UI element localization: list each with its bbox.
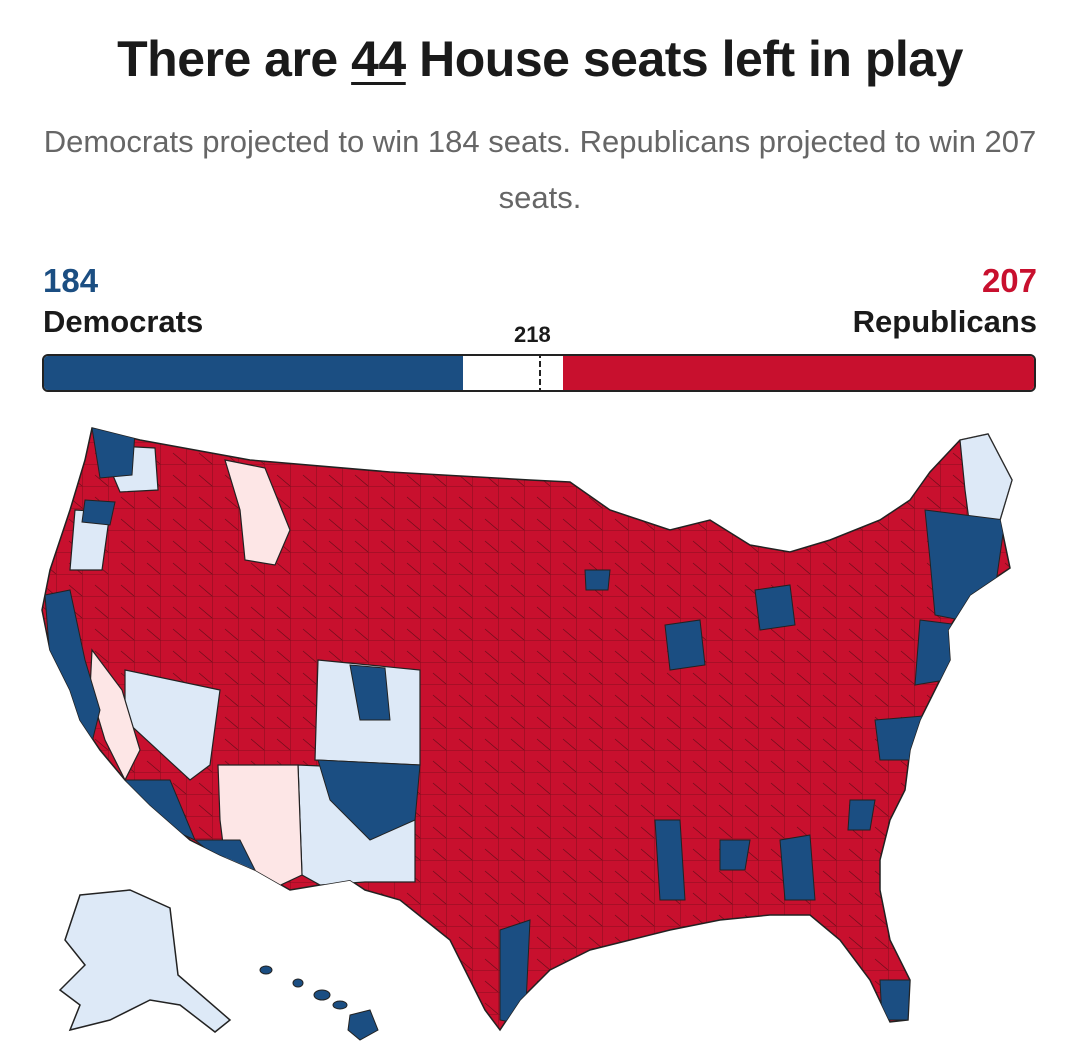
republican-label: Republicans <box>852 304 1037 339</box>
title-suffix: House seats left in play <box>405 31 963 87</box>
majority-threshold-label: 218 <box>514 322 551 347</box>
south-carolina-districts <box>847 799 876 831</box>
colorado-new-mexico-districts <box>317 759 421 841</box>
watermark-text: 萧参客 <box>978 999 1050 1026</box>
hawaii-island-4 <box>332 1000 348 1010</box>
mid-atlantic-districts <box>914 619 961 686</box>
title-prefix: There are <box>117 31 352 87</box>
democrat-label: Democrats <box>43 304 204 339</box>
hawaii-island-5 <box>347 1009 379 1041</box>
portland-districts <box>81 499 116 526</box>
wechat-icon <box>934 995 969 1023</box>
us-house-district-map <box>41 427 1013 1041</box>
maine-in-play <box>959 433 1012 529</box>
seats-in-play-number: 44 <box>351 31 406 87</box>
colorado-north-districts <box>349 664 391 721</box>
democrat-bar-segment <box>44 356 463 390</box>
republican-bar-segment <box>562 356 1034 390</box>
hawaii <box>259 965 379 1041</box>
page-title: There are 44 House seats left in play <box>0 30 1080 88</box>
majority-marker <box>539 356 542 390</box>
virginia-districts <box>874 714 936 761</box>
idaho-in-play <box>224 459 291 566</box>
hawaii-island-2 <box>292 978 304 988</box>
page-subtitle: Democrats projected to win 184 seats. Re… <box>43 124 1037 215</box>
florida-south-districts <box>879 979 911 1021</box>
texas-south-districts <box>499 919 531 1026</box>
contiguous-us <box>41 427 1013 1032</box>
hawaii-island-1 <box>259 965 273 975</box>
detroit-districts <box>754 584 796 631</box>
mississippi-districts <box>654 819 686 901</box>
arizona-in-play <box>217 764 303 891</box>
chicago-districts <box>664 619 706 671</box>
alabama-districts <box>719 839 751 871</box>
republican-seat-count: 207 <box>981 262 1037 299</box>
seat-balance-bar <box>42 354 1036 392</box>
seattle-districts <box>91 428 136 479</box>
alaska <box>58 889 232 1033</box>
watermark: 萧参客 <box>934 992 1050 1027</box>
georgia-districts <box>779 834 816 901</box>
minneapolis-districts <box>584 569 611 591</box>
democrat-seat-count: 184 <box>43 262 99 299</box>
hawaii-island-3 <box>313 989 331 1001</box>
